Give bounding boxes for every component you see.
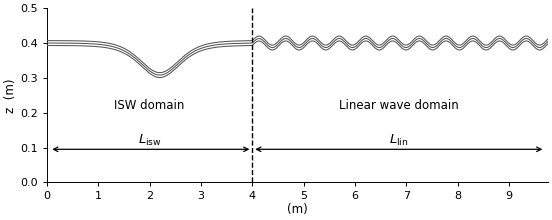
X-axis label: (m): (m) — [287, 203, 307, 216]
Text: ISW domain: ISW domain — [114, 99, 185, 112]
Text: $L_{\mathrm{isw}}$: $L_{\mathrm{isw}}$ — [137, 133, 162, 148]
Text: Linear wave domain: Linear wave domain — [339, 99, 459, 112]
Text: $L_{\mathrm{lin}}$: $L_{\mathrm{lin}}$ — [389, 133, 408, 148]
Y-axis label: z  (m): z (m) — [4, 78, 17, 113]
